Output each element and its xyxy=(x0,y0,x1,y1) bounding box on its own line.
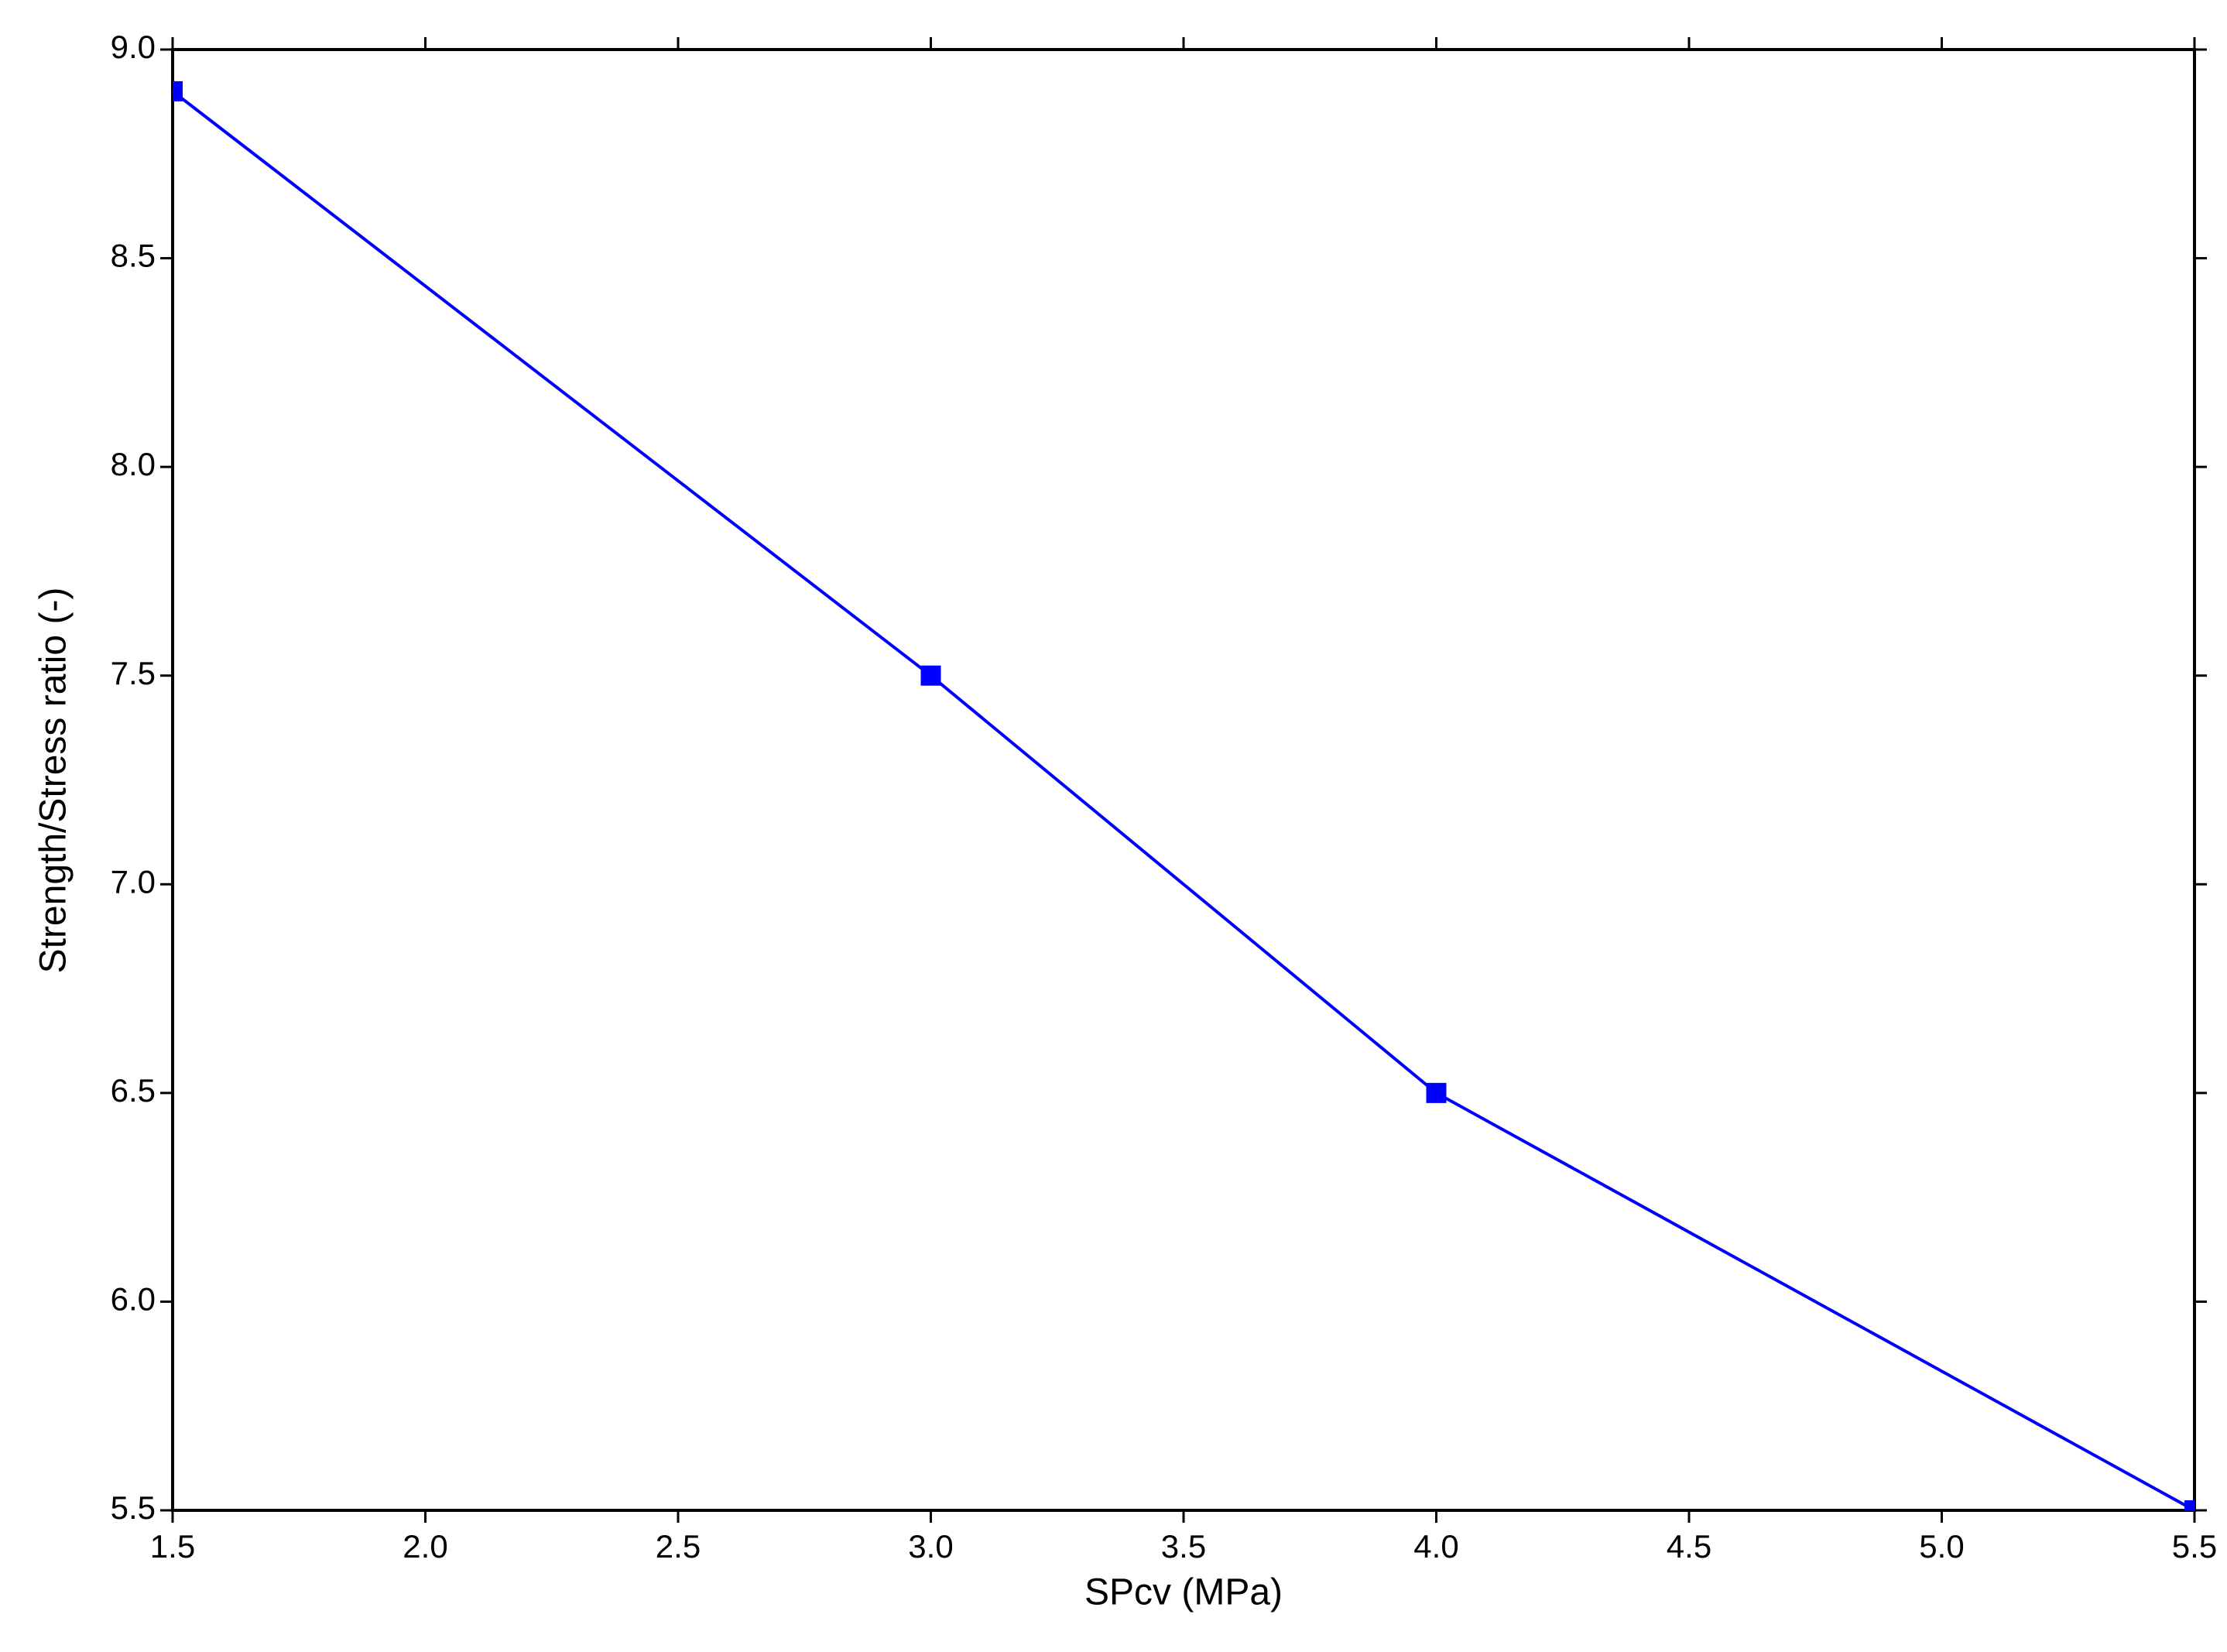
y-tick-label: 9.0 xyxy=(111,29,156,65)
x-tick-label: 2.5 xyxy=(656,1528,701,1565)
data-point xyxy=(1426,1082,1447,1103)
x-tick-label: 3.5 xyxy=(1161,1528,1206,1565)
y-axis-label: Strength/Stress ratio (-) xyxy=(33,588,74,974)
y-tick-label: 6.5 xyxy=(111,1072,156,1109)
x-tick-label: 1.5 xyxy=(150,1528,195,1565)
y-tick-label: 7.0 xyxy=(111,863,156,900)
x-axis-label: SPcv (MPa) xyxy=(1084,1572,1283,1613)
y-tick-label: 8.0 xyxy=(111,446,156,482)
data-point xyxy=(2184,1500,2194,1510)
plot-frame xyxy=(171,48,2196,1512)
x-tick-label: 4.0 xyxy=(1413,1528,1458,1565)
data-line xyxy=(171,90,2195,1512)
x-tick-label: 5.0 xyxy=(1919,1528,1964,1565)
x-tick-label: 3.0 xyxy=(908,1528,953,1565)
y-tick-label: 5.5 xyxy=(111,1489,156,1526)
x-tick-label: 5.5 xyxy=(2172,1528,2217,1565)
data-point xyxy=(173,81,183,101)
y-tick-label: 6.0 xyxy=(111,1281,156,1318)
x-tick-label: 4.5 xyxy=(1667,1528,1711,1565)
x-tick-label: 2.0 xyxy=(403,1528,447,1565)
data-point xyxy=(920,665,941,686)
y-tick-label: 7.5 xyxy=(111,655,156,691)
y-tick-label: 8.5 xyxy=(111,238,156,274)
